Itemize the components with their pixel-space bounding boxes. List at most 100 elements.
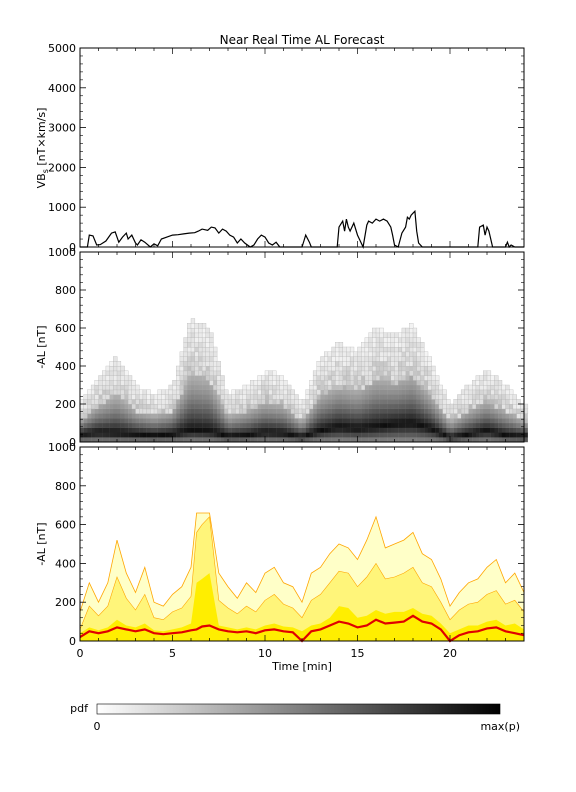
- heatmap-cell: [183, 413, 188, 419]
- heatmap-cell: [191, 432, 195, 438]
- heatmap-cell: [331, 346, 336, 353]
- heatmap-cell: [353, 380, 358, 386]
- heatmap-cell: [201, 337, 207, 343]
- y-tick-label: 0: [69, 436, 76, 449]
- heatmap-cell: [113, 413, 118, 419]
- heatmap-cell: [501, 399, 506, 405]
- heatmap-cell: [265, 404, 269, 409]
- heatmap-cell: [524, 418, 528, 424]
- heatmap-cell: [361, 423, 366, 428]
- heatmap-cell: [324, 408, 329, 414]
- heatmap-cell: [353, 423, 358, 428]
- heatmap-cell: [216, 365, 221, 372]
- heatmap-cell: [461, 432, 465, 438]
- heatmap-cell: [216, 384, 221, 391]
- heatmap-cell: [349, 375, 355, 381]
- heatmap-cell: [409, 375, 414, 381]
- heatmap-cell: [168, 408, 173, 414]
- heatmap-cell: [442, 408, 447, 414]
- y-tick-label: 0: [69, 241, 76, 254]
- heatmap-cell: [131, 399, 136, 405]
- heatmap-cell: [242, 394, 247, 400]
- heatmap-cell: [368, 346, 373, 353]
- heatmap-cell: [109, 384, 114, 391]
- heatmap-cell: [401, 418, 406, 424]
- heatmap-cell: [387, 423, 391, 428]
- heatmap-cell: [213, 384, 218, 391]
- heatmap-cell: [172, 384, 177, 391]
- heatmap-cell: [209, 370, 214, 376]
- heatmap-cell: [409, 323, 414, 329]
- heatmap-cell: [339, 437, 343, 443]
- heatmap-cell: [168, 437, 173, 443]
- heatmap-cell: [435, 413, 440, 419]
- heatmap-cell: [276, 418, 280, 424]
- heatmap-cell: [102, 389, 107, 395]
- heatmap-cell: [176, 375, 181, 381]
- heatmap-cell: [401, 332, 406, 338]
- heatmap-cell: [361, 394, 366, 400]
- heatmap-cell: [265, 427, 269, 433]
- heatmap-cell: [272, 394, 277, 400]
- heatmap-cell: [198, 323, 203, 329]
- heatmap-cell: [379, 423, 384, 428]
- heatmap-cell: [250, 437, 255, 443]
- heatmap-cell: [372, 399, 377, 405]
- heatmap-cell: [416, 394, 421, 400]
- heatmap-cell: [87, 418, 92, 424]
- heatmap-cell: [505, 384, 510, 391]
- heatmap-cell: [127, 384, 133, 391]
- heatmap-cell: [183, 423, 188, 428]
- heatmap-cell: [105, 365, 110, 372]
- heatmap-cell: [239, 427, 243, 433]
- heatmap-cell: [205, 385, 210, 390]
- heatmap-cell: [394, 332, 399, 338]
- heatmap-cell: [398, 418, 403, 424]
- heatmap-cell: [102, 418, 107, 424]
- heatmap-cell: [523, 408, 529, 414]
- heatmap-cell: [409, 418, 414, 424]
- heatmap-cell: [164, 403, 170, 410]
- heatmap-cell: [486, 389, 492, 395]
- heatmap-cell: [179, 408, 184, 414]
- heatmap-cell: [501, 384, 506, 391]
- heatmap-cell: [131, 437, 136, 443]
- heatmap-cell: [361, 427, 366, 433]
- heatmap-cell: [398, 365, 403, 372]
- heatmap-cell: [368, 342, 373, 348]
- heatmap-cell: [490, 389, 495, 395]
- heatmap-cell: [276, 423, 280, 428]
- heatmap-cell: [501, 437, 506, 443]
- heatmap-cell: [257, 375, 262, 381]
- heatmap-cell: [464, 394, 469, 400]
- heatmap-cell: [135, 432, 140, 438]
- heatmap-cell: [153, 399, 159, 405]
- heatmap-cell: [202, 404, 206, 409]
- heatmap-cell: [383, 389, 388, 395]
- heatmap-cell: [187, 413, 192, 419]
- heatmap-cell: [494, 389, 499, 395]
- heatmap-cell: [516, 403, 521, 410]
- heatmap-cell: [361, 375, 366, 381]
- heatmap-cell: [387, 404, 391, 409]
- heatmap-cell: [272, 384, 277, 391]
- heatmap-cell: [464, 427, 469, 433]
- heatmap-cell: [339, 389, 343, 395]
- heatmap-cell: [364, 375, 369, 381]
- heatmap-cell: [516, 418, 521, 424]
- heatmap-cell: [105, 408, 110, 414]
- colorbar-label: pdf: [70, 702, 89, 715]
- heatmap-cell: [442, 389, 447, 395]
- heatmap-cell: [161, 413, 166, 419]
- heatmap-cell: [290, 437, 295, 443]
- heatmap-cell: [198, 432, 203, 438]
- heatmap-cell: [305, 408, 310, 414]
- heatmap-cell: [364, 385, 369, 390]
- heatmap-cell: [350, 413, 354, 419]
- heatmap-cell: [409, 346, 414, 353]
- heatmap-cell: [338, 342, 344, 348]
- heatmap-cell: [372, 418, 377, 424]
- heatmap-cell: [127, 375, 133, 381]
- heatmap-cell: [498, 432, 502, 438]
- heatmap-cell: [375, 365, 381, 372]
